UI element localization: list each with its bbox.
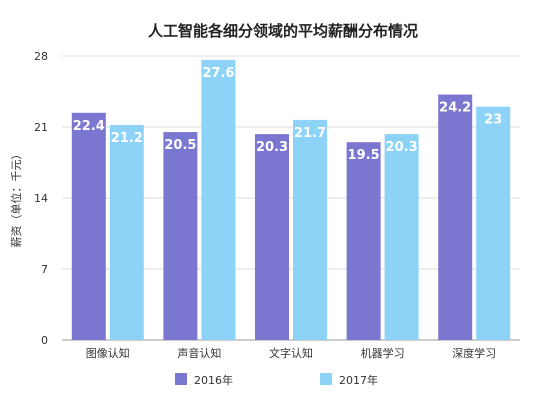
bar	[201, 60, 236, 341]
data-label: 22.4	[73, 119, 105, 134]
bar	[384, 134, 419, 340]
legend-label: 2016年	[194, 373, 233, 387]
bars: 22.4 21.2 20.5 27.6 20.3 21.7 19.5 20.3 24.2 23	[71, 60, 511, 341]
bar	[438, 94, 473, 341]
bar	[163, 132, 198, 340]
y-tick-label: 21	[34, 121, 48, 134]
bar	[346, 142, 381, 340]
legend-label: 2017年	[339, 373, 378, 387]
y-tick-label: 7	[41, 263, 48, 276]
data-label: 21.7	[294, 126, 326, 141]
data-label: 20.3	[256, 140, 288, 155]
data-label: 20.3	[386, 140, 418, 155]
y-tick-label: 0	[41, 334, 48, 347]
y-tick-label: 14	[34, 192, 48, 205]
x-tick-label: 文字认知	[269, 346, 313, 360]
chart-title: 人工智能各细分领域的平均薪酬分布情况	[148, 22, 418, 40]
x-tick-label: 图像认知	[86, 346, 130, 360]
legend: 2016年 2017年	[175, 373, 378, 387]
bar	[109, 124, 144, 340]
x-tick-label: 机器学习	[361, 346, 405, 360]
y-axis-label: 薪资（单位：千元）	[9, 149, 23, 248]
data-label: 27.6	[202, 66, 234, 81]
bar	[293, 119, 327, 341]
data-label: 20.5	[164, 138, 196, 153]
y-tick-label: 28	[34, 50, 48, 63]
data-label: 21.2	[111, 131, 143, 146]
legend-swatch	[320, 373, 332, 385]
x-axis-ticks: 图像认知 声音认知 文字认知 机器学习 深度学习	[86, 346, 496, 360]
bar	[476, 106, 511, 340]
x-tick-label: 声音认知	[177, 346, 221, 360]
y-axis-ticks: 0 7 14 21 28	[34, 50, 48, 347]
data-label: 19.5	[348, 148, 380, 163]
x-tick-label: 深度学习	[452, 346, 496, 360]
bar	[255, 134, 289, 340]
bar	[71, 112, 106, 340]
data-label: 23	[484, 113, 502, 128]
data-label: 24.2	[439, 101, 471, 116]
legend-swatch	[175, 373, 187, 385]
